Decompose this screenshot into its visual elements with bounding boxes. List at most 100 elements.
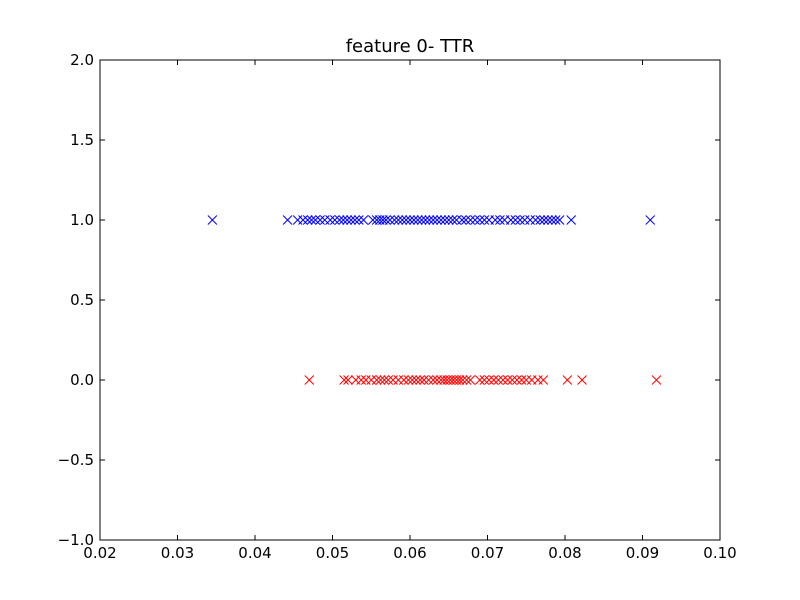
series-1 <box>304 375 662 385</box>
data-point <box>436 215 446 225</box>
data-point <box>443 215 454 225</box>
data-point <box>510 215 521 225</box>
data-point <box>302 215 313 225</box>
data-point <box>495 215 505 225</box>
data-point <box>407 375 418 385</box>
data-point <box>562 375 573 385</box>
data-point <box>428 375 439 385</box>
data-point <box>461 375 472 385</box>
y-tick-label: 1.0 <box>70 211 94 229</box>
data-point <box>470 215 480 225</box>
x-tick-label: 0.02 <box>83 544 116 562</box>
data-point <box>282 215 293 225</box>
data-point <box>554 215 565 225</box>
data-point <box>298 215 308 225</box>
data-point <box>338 215 349 225</box>
data-point <box>457 375 468 385</box>
data-point <box>356 375 367 385</box>
data-point <box>334 215 345 225</box>
data-point <box>535 215 546 225</box>
data-point <box>381 215 391 225</box>
data-point <box>512 375 522 385</box>
data-point <box>577 375 587 385</box>
data-point <box>507 375 518 385</box>
data-point <box>516 375 527 385</box>
data-point <box>379 375 390 385</box>
data-point <box>207 215 218 225</box>
data-point <box>353 215 364 225</box>
data-point <box>403 375 414 385</box>
data-point <box>502 375 513 385</box>
data-point <box>493 375 504 385</box>
data-point <box>412 215 423 225</box>
data-point <box>488 375 499 385</box>
y-tick-label: 1.5 <box>70 131 94 149</box>
y-tick-label: −0.5 <box>58 451 94 469</box>
data-point <box>479 215 490 225</box>
data-point <box>498 375 508 385</box>
x-tick-label: 0.05 <box>316 544 349 562</box>
data-point <box>465 375 476 385</box>
data-point <box>546 215 557 225</box>
x-tick-label: 0.06 <box>393 544 426 562</box>
data-point <box>367 215 378 225</box>
data-point <box>401 215 411 225</box>
data-point <box>398 375 409 385</box>
x-tick-label: 0.07 <box>471 544 504 562</box>
data-point <box>550 215 561 225</box>
data-point <box>306 215 317 225</box>
data-point <box>384 215 395 225</box>
data-point <box>358 215 369 225</box>
data-point <box>539 215 549 225</box>
data-point <box>409 215 419 225</box>
data-point <box>505 215 516 225</box>
data-point <box>375 375 386 385</box>
data-point <box>645 215 656 225</box>
data-point <box>490 215 501 225</box>
y-tick-label: 2.0 <box>70 51 94 69</box>
data-point <box>432 375 442 385</box>
data-point <box>651 375 662 385</box>
data-marks <box>207 215 662 385</box>
data-point <box>371 375 382 385</box>
data-point <box>346 215 356 225</box>
data-point <box>310 215 321 225</box>
data-point <box>440 215 450 225</box>
x-tick-label: 0.10 <box>703 544 736 562</box>
data-point <box>419 375 429 385</box>
data-point <box>543 215 553 225</box>
data-point <box>479 375 490 385</box>
data-point <box>428 215 439 225</box>
data-point <box>325 215 336 225</box>
data-point <box>315 215 325 225</box>
data-point <box>383 375 394 385</box>
data-point <box>393 215 404 225</box>
data-point <box>389 215 400 225</box>
data-point <box>329 215 340 225</box>
data-point <box>530 215 541 225</box>
series-0 <box>207 215 656 225</box>
data-point <box>447 215 458 225</box>
axis-ticks: 0.02 0.03 0.04 0.05 0.06 0.07 0.08 0.09 0.10 −1.0… <box>58 51 737 562</box>
x-tick-label: 0.03 <box>161 544 194 562</box>
y-tick-label: −1.0 <box>58 531 94 549</box>
data-point <box>460 215 471 225</box>
data-point <box>411 375 422 385</box>
x-tick-label: 0.09 <box>626 544 659 562</box>
data-point <box>474 375 485 385</box>
data-point <box>350 215 360 225</box>
data-point <box>457 215 467 225</box>
data-point <box>465 215 476 225</box>
data-point <box>405 215 415 225</box>
y-tick-label: 0.5 <box>70 291 94 309</box>
data-point <box>423 375 434 385</box>
data-point <box>454 375 465 385</box>
data-point <box>566 215 577 225</box>
data-point <box>343 375 353 385</box>
data-point <box>424 215 435 225</box>
data-point <box>339 375 349 385</box>
chart-title: feature 0- TTR <box>346 36 475 57</box>
data-point <box>415 375 425 385</box>
